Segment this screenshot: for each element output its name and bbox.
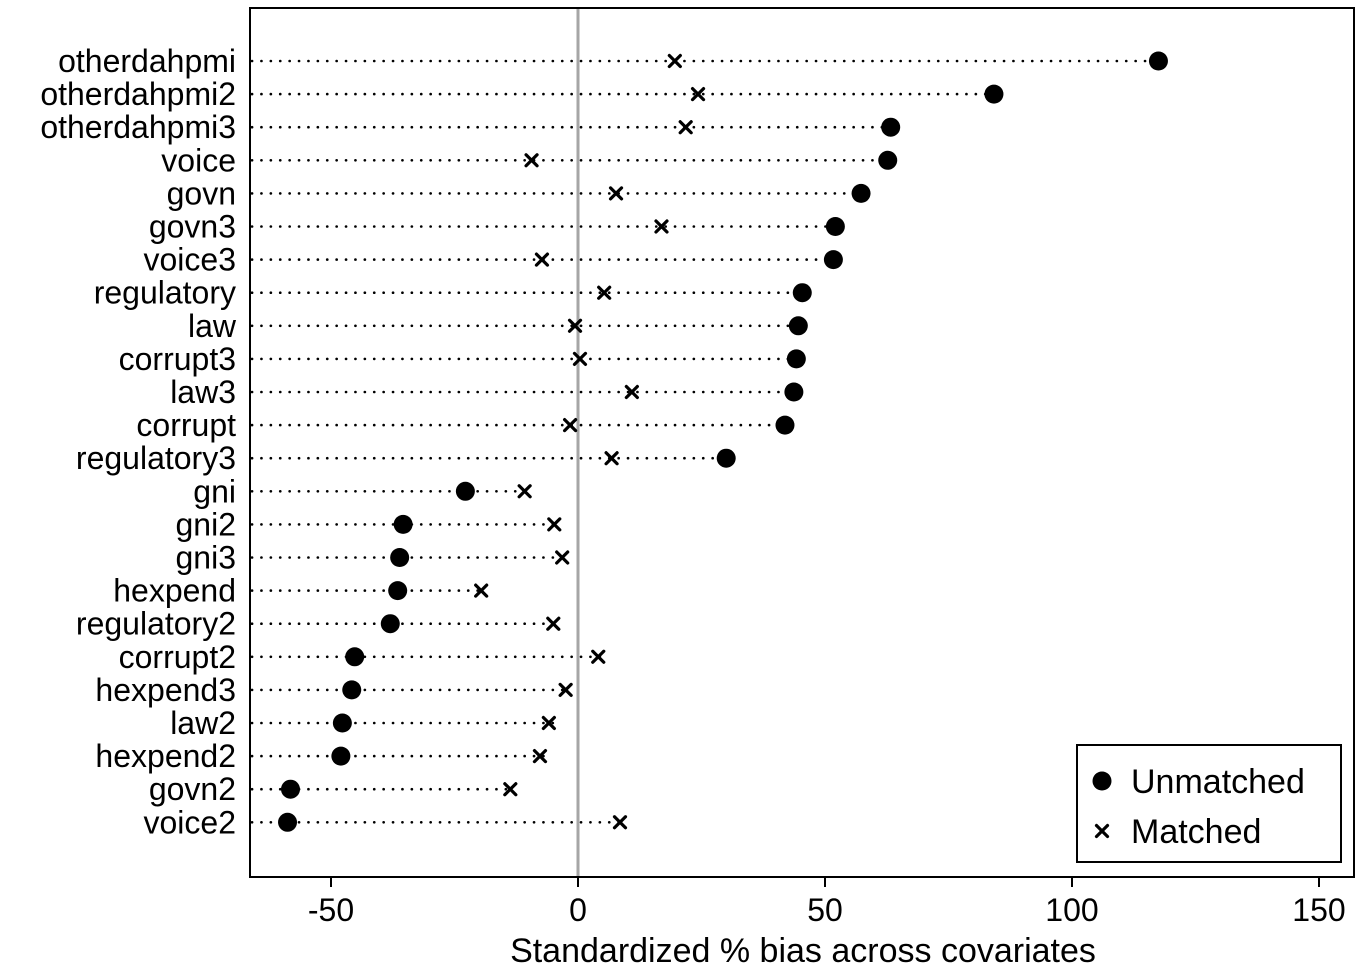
matched-point-govn <box>608 186 624 201</box>
unmatched-point-govn3 <box>825 217 845 236</box>
unmatched-point-voice3 <box>823 250 843 270</box>
category-label-gni2: gni2 <box>176 506 237 542</box>
category-label-law: law <box>188 308 237 344</box>
unmatched-point-govn <box>851 183 871 203</box>
matched-point-law3 <box>624 384 639 400</box>
unmatched-point-hexpend3 <box>342 680 362 700</box>
category-label-gni3: gni3 <box>176 540 237 576</box>
x-axis-title: Standardized % bias across covariates <box>510 932 1096 970</box>
unmatched-point-law <box>788 316 808 336</box>
guide-lines-layer <box>250 59 1164 824</box>
legend-label-unmatched: Unmatched <box>1131 763 1305 801</box>
matched-point-regulatory3 <box>604 451 619 466</box>
category-label-govn2: govn2 <box>149 771 236 807</box>
matched-point-voice2 <box>612 815 628 830</box>
matched-point-regulatory <box>597 285 612 300</box>
unmatched-point-corrupt <box>775 415 795 435</box>
unmatched-point-law3 <box>784 382 804 402</box>
category-label-voice3: voice3 <box>144 242 237 278</box>
unmatched-point-otherdahpmi2 <box>984 84 1004 104</box>
category-label-regulatory: regulatory <box>94 275 236 311</box>
category-label-otherdahpmi2: otherdahpmi2 <box>40 76 236 112</box>
unmatched-point-voice2 <box>278 812 298 832</box>
matched-point-regulatory2 <box>546 616 561 631</box>
matched-point-gni3 <box>555 550 570 565</box>
category-label-voice2: voice2 <box>144 804 237 840</box>
matched-point-hexpend3 <box>558 682 573 698</box>
unmatched-point-otherdahpmi <box>1148 51 1168 71</box>
unmatched-point-regulatory2 <box>380 614 400 634</box>
matched-point-law <box>567 318 583 333</box>
matched-point-gni <box>517 484 532 499</box>
matched-point-corrupt2 <box>591 649 606 664</box>
unmatched-point-corrupt3 <box>786 349 806 369</box>
unmatched-point-voice <box>878 150 898 170</box>
category-label-law3: law3 <box>170 374 236 410</box>
matched-point-otherdahpmi <box>667 53 682 69</box>
matched-point-otherdahpmi2 <box>690 86 706 102</box>
plot-frame <box>249 7 1355 878</box>
category-label-corrupt2: corrupt2 <box>119 639 236 675</box>
unmatched-point-law2 <box>332 713 352 733</box>
category-label-regulatory2: regulatory2 <box>76 606 236 642</box>
category-label-govn: govn <box>167 175 236 211</box>
x-tick-label-150: 150 <box>1292 892 1345 928</box>
plot-frame-layer <box>249 7 1355 878</box>
x-tick-label-0: 0 <box>569 892 587 928</box>
category-label-gni: gni <box>193 473 236 509</box>
unmatched-point-regulatory <box>792 283 812 303</box>
category-label-law2: law2 <box>170 705 236 741</box>
category-label-regulatory3: regulatory3 <box>76 440 236 476</box>
category-label-hexpend2: hexpend2 <box>95 738 236 774</box>
category-label-hexpend: hexpend <box>113 573 236 609</box>
category-label-otherdahpmi3: otherdahpmi3 <box>40 109 236 145</box>
legend-box <box>1076 744 1342 863</box>
matched-point-hexpend <box>474 583 489 598</box>
category-label-govn3: govn3 <box>149 209 236 245</box>
matched-point-govn2 <box>503 782 518 797</box>
category-label-hexpend3: hexpend3 <box>95 672 236 708</box>
unmatched-point-regulatory3 <box>716 448 736 468</box>
data-marks-layer <box>278 51 1168 832</box>
category-label-corrupt3: corrupt3 <box>119 341 236 377</box>
matched-point-corrupt3 <box>572 351 588 366</box>
unmatched-point-gni2 <box>393 514 413 534</box>
legend-circle-marker <box>1092 771 1112 791</box>
matched-point-voice <box>524 153 539 168</box>
x-tick-label-100: 100 <box>1045 892 1098 928</box>
category-label-corrupt: corrupt <box>136 407 236 443</box>
legend-label-matched: Matched <box>1131 813 1261 851</box>
matched-point-gni2 <box>547 517 562 532</box>
axes-layer: otherdahpmiotherdahpmi2otherdahpmi3voice… <box>40 43 1345 928</box>
legend-layer: Unmatched Matched <box>1076 744 1342 863</box>
matched-point-hexpend2 <box>532 748 548 764</box>
matched-point-corrupt <box>562 418 578 433</box>
unmatched-point-hexpend <box>388 581 408 601</box>
category-label-otherdahpmi: otherdahpmi <box>58 43 236 79</box>
unmatched-point-otherdahpmi3 <box>881 117 901 137</box>
matched-point-otherdahpmi3 <box>678 120 693 135</box>
unmatched-point-gni <box>455 481 475 501</box>
matched-point-govn3 <box>654 219 669 234</box>
legend-x-marker <box>1094 823 1110 839</box>
unmatched-point-hexpend2 <box>331 746 351 766</box>
matched-point-law2 <box>541 715 556 731</box>
x-tick-label-50: 50 <box>807 892 843 928</box>
x-tick-label--50: -50 <box>308 892 354 928</box>
unmatched-point-gni3 <box>390 548 410 567</box>
unmatched-point-govn2 <box>280 779 300 799</box>
matched-point-voice3 <box>534 252 550 267</box>
unmatched-point-corrupt2 <box>345 647 365 667</box>
category-label-voice: voice <box>161 142 236 178</box>
